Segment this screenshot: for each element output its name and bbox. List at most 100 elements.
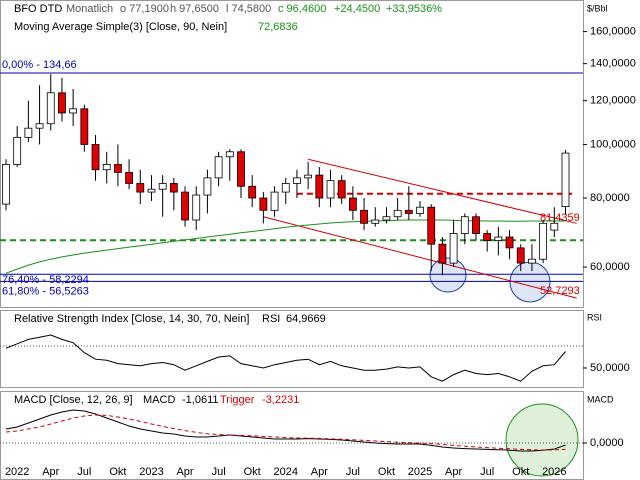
candle-body: [416, 206, 424, 214]
x-tick-label: Okt: [244, 466, 261, 478]
x-tick-label: 2022: [5, 466, 29, 478]
candle-body: [460, 216, 469, 234]
y-axis-label: RSI: [587, 312, 602, 322]
candle-body: [539, 222, 548, 260]
trigger-name: Trigger: [220, 394, 255, 406]
x-tick-label: Jul: [212, 466, 226, 478]
y-tick-label: 160,0000: [590, 25, 636, 37]
macd-name: MACD: [143, 394, 175, 406]
candle-body: [505, 236, 514, 249]
candle-body: [315, 174, 324, 199]
instrument: BFO DTD: [14, 3, 62, 15]
rsi-title: Relative Strength Index [Close, 14, 30, …: [14, 313, 249, 325]
x-tick-label: 2026: [542, 466, 566, 478]
candle-body: [46, 92, 55, 125]
candle-body: [248, 185, 257, 199]
x-tick-label: Jul: [480, 466, 494, 478]
candle-body: [80, 108, 89, 145]
candle-body: [2, 164, 10, 205]
x-tick-label: Apr: [176, 466, 193, 478]
candle-body: [449, 233, 458, 264]
candle-body: [483, 233, 492, 241]
candle-body: [528, 258, 536, 264]
candle-body: [102, 164, 111, 171]
close-value: c 96,4600: [278, 3, 326, 15]
y-tick-label: 50,0000: [590, 362, 630, 374]
level-label: 0,00% - 134,66: [2, 59, 77, 71]
change: +24,4500: [334, 3, 380, 15]
candle-body: [58, 92, 66, 114]
candle-body: [158, 183, 167, 190]
channel-lower: [263, 216, 577, 299]
x-tick-label: Jul: [346, 466, 360, 478]
series-line: [5, 334, 566, 382]
candle-body: [69, 108, 78, 114]
candle-body: [125, 172, 133, 184]
candle-body: [371, 219, 380, 224]
x-tick-label: 2023: [139, 466, 163, 478]
x-tick-label: 2025: [408, 466, 432, 478]
period: Monatlich: [66, 3, 113, 15]
rsi-value: 64,9669: [286, 313, 326, 325]
candle-body: [293, 177, 301, 184]
candle-body: [304, 174, 313, 179]
price-panel: [0, 0, 584, 308]
candle-body: [136, 183, 145, 193]
candle-body: [35, 123, 44, 129]
candle-body: [225, 151, 234, 158]
candle-body: [147, 188, 156, 193]
candle-body: [214, 156, 223, 179]
y-tick-label: 0,0000: [590, 437, 624, 449]
x-tick-label: Apr: [311, 466, 328, 478]
change-percent: +33,9536%: [386, 3, 442, 15]
x-tick-label: Okt: [512, 466, 529, 478]
overlay-name: Moving Average Simple(3) [Close, 90, Nei…: [14, 21, 227, 33]
level-label: 76,40% - 58,2294: [2, 274, 89, 286]
resistance-label: 81,4359: [540, 212, 580, 224]
level-label: 61,80% - 56,5263: [2, 285, 89, 297]
candle-body: [438, 243, 447, 264]
macd-title: MACD [Close, 12, 26, 9]: [14, 394, 133, 406]
candle-body: [427, 206, 436, 245]
candle-body: [237, 151, 245, 187]
candle-body: [348, 197, 357, 211]
candle-body: [360, 209, 368, 224]
channel-label: 52,7293: [540, 285, 580, 297]
candle-body: [181, 191, 189, 221]
candle-body: [169, 183, 178, 193]
y-tick-label: 100,0000: [590, 138, 636, 150]
rsi-name: RSI: [262, 313, 280, 325]
candle-body: [393, 209, 402, 218]
low-value: l 74,5800: [226, 3, 271, 15]
candle-body: [494, 236, 503, 241]
highlight-ellipse: [429, 257, 467, 293]
trigger-value: -3,2231: [262, 394, 299, 406]
candle-body: [382, 216, 391, 221]
y-axis-label: $/Bbl: [587, 3, 608, 13]
y-tick-label: 120,0000: [590, 95, 636, 107]
x-tick-label: 2024: [274, 466, 298, 478]
open-value: o 77,1900: [120, 3, 169, 15]
series-line: [5, 414, 566, 451]
channel-upper: [308, 158, 577, 224]
candle-body: [550, 222, 559, 231]
y-tick-label: 60,0000: [590, 261, 630, 273]
x-tick-label: Jul: [77, 466, 91, 478]
y-tick-label: 80,0000: [590, 192, 630, 204]
candle-body: [472, 216, 480, 234]
series-line: [5, 409, 566, 452]
x-tick-label: Apr: [445, 466, 462, 478]
candle-body: [114, 164, 122, 173]
high-value: h 97,6500: [170, 3, 219, 15]
candle-body: [326, 180, 335, 199]
candle-body: [404, 209, 413, 214]
y-tick-label: 140,0000: [590, 58, 636, 70]
y-axis-label: MACD: [587, 394, 614, 404]
candle-body: [192, 194, 201, 221]
x-tick-label: Okt: [378, 466, 395, 478]
x-tick-label: Apr: [42, 466, 59, 478]
candle-body: [281, 183, 290, 193]
x-tick-label: Okt: [109, 466, 126, 478]
candle-body: [24, 127, 33, 138]
candle-body: [337, 180, 346, 199]
